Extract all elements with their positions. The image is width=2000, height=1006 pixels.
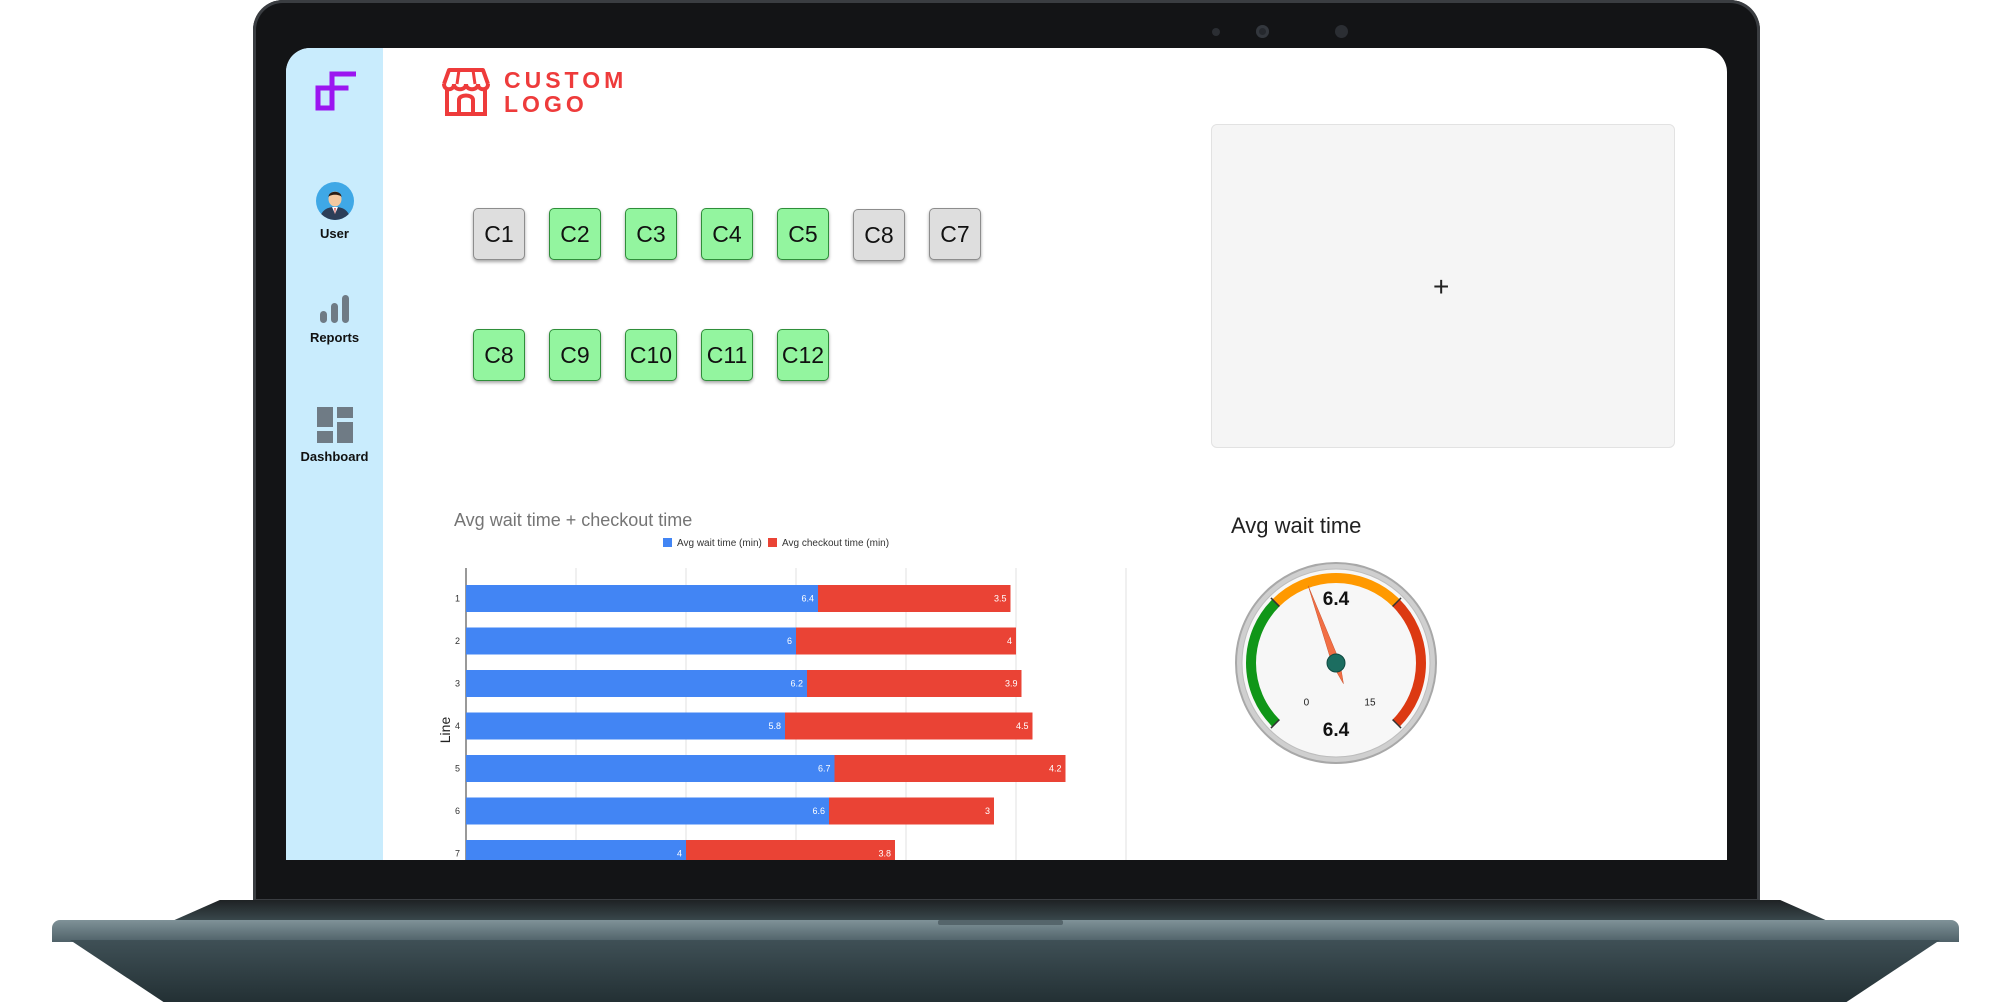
- gauge-max-label: 15: [1364, 697, 1376, 708]
- y-axis-label: Line: [437, 717, 453, 744]
- sensor-icon: [1212, 28, 1220, 36]
- bar-data-label: 6.2: [790, 679, 803, 689]
- wait-time-gauge: 0 15 6.4 6.4: [1235, 562, 1437, 764]
- counter-button[interactable]: C10: [625, 329, 677, 381]
- gauge-min-label: 0: [1304, 697, 1310, 708]
- y-tick-label: 7: [455, 849, 460, 859]
- logo-line-1: CUSTOM: [504, 67, 628, 93]
- counter-button[interactable]: C5: [777, 208, 829, 260]
- bar-data-label: 4.5: [1016, 721, 1029, 731]
- legend-swatch: [663, 538, 672, 547]
- bar-data-label: 4: [1007, 636, 1012, 646]
- bar-segment: [807, 670, 1022, 697]
- counter-button[interactable]: C2: [549, 208, 601, 260]
- logo-text: CUSTOM LOGO: [504, 68, 627, 116]
- add-widget-panel[interactable]: +: [1211, 124, 1675, 448]
- bar-segment: [829, 797, 994, 825]
- legend-swatch: [768, 538, 777, 547]
- bar-data-label: 6.7: [818, 764, 831, 774]
- sidebar-item-label: Reports: [309, 330, 360, 345]
- bar-data-label: 6.4: [801, 594, 814, 604]
- sidebar: User Reports Dashboard: [286, 48, 383, 860]
- gauge-tick: [1270, 597, 1280, 607]
- bar-segment: [796, 627, 1016, 655]
- bar-segment: [785, 712, 1033, 740]
- gauge-band: [1392, 599, 1426, 727]
- gauge-value-label: 6.4: [1323, 589, 1350, 610]
- bar-data-label: 3.9: [1005, 679, 1018, 689]
- legend-label: Avg wait time (min): [677, 538, 762, 549]
- gauge-band: [1246, 599, 1280, 727]
- counter-button[interactable]: C11: [701, 329, 753, 381]
- app-screen: User Reports Dashboard: [286, 48, 1727, 860]
- bar-data-label: 3.5: [994, 594, 1007, 604]
- laptop-opening-notch: [938, 920, 1063, 925]
- bar-data-label: 3: [985, 806, 990, 816]
- bar-data-label: 6.6: [812, 806, 825, 816]
- chart-title: Avg wait time + checkout time: [454, 510, 693, 530]
- gauge-tick: [1392, 719, 1402, 729]
- laptop-hinge-area: [170, 900, 1830, 922]
- gauge-hub: [1326, 653, 1346, 673]
- counter-button[interactable]: C8: [853, 209, 905, 261]
- gauge-tick: [1270, 719, 1280, 729]
- bar-segment: [466, 755, 835, 782]
- gauge-tick: [1392, 597, 1402, 607]
- counter-button[interactable]: C8: [473, 329, 525, 381]
- bar-segment: [466, 627, 796, 655]
- counter-button[interactable]: C1: [473, 208, 525, 260]
- custom-logo: CUSTOM LOGO: [440, 66, 627, 118]
- legend-label: Avg checkout time (min): [782, 538, 889, 549]
- y-tick-label: 6: [455, 806, 460, 816]
- logo-line-2: LOGO: [504, 91, 588, 117]
- bar-segment: [466, 797, 829, 825]
- plus-icon[interactable]: +: [1433, 271, 1450, 302]
- bar-data-label: 3.8: [878, 849, 891, 859]
- user-avatar-icon: [315, 182, 354, 220]
- sensor-icon: [1335, 25, 1348, 38]
- bar-data-label: 5.8: [768, 721, 781, 731]
- dashboard-grid-icon: [316, 407, 353, 443]
- gauge-readout: 6.4: [1323, 720, 1350, 741]
- storefront-icon: [442, 68, 490, 116]
- webcam-icon: [1256, 25, 1269, 38]
- laptop-base: [70, 940, 1940, 1002]
- sidebar-item-label: User: [320, 226, 349, 241]
- brand-logo-icon: [315, 71, 356, 111]
- gauge-band: [1272, 573, 1400, 607]
- counter-button[interactable]: C3: [625, 208, 677, 260]
- counter-button[interactable]: C12: [777, 329, 829, 381]
- bar-data-label: 4.2: [1049, 764, 1062, 774]
- sidebar-item-dashboard[interactable]: Dashboard: [286, 406, 383, 464]
- bar-segment: [818, 585, 1011, 612]
- sidebar-item-reports[interactable]: Reports: [286, 293, 383, 345]
- sidebar-item-label: Dashboard: [300, 449, 369, 464]
- bar-segment: [466, 670, 807, 697]
- stacked-bar-chart: Avg wait time (min) Avg checkout time (mi…: [437, 538, 1127, 860]
- y-tick-label: 3: [455, 679, 460, 689]
- laptop-base-top: [52, 920, 1959, 942]
- counter-button[interactable]: C7: [929, 208, 981, 260]
- bar-segment: [834, 755, 1066, 782]
- y-tick-label: 4: [455, 721, 460, 731]
- counter-button[interactable]: C4: [701, 208, 753, 260]
- bar-chart-icon: [319, 295, 349, 323]
- bar-data-label: 6: [787, 636, 792, 646]
- bar-segment: [466, 712, 785, 740]
- counter-button[interactable]: C9: [549, 329, 601, 381]
- gauge-title: Avg wait time: [1231, 513, 1362, 538]
- y-tick-label: 1: [455, 594, 460, 604]
- sidebar-item-user[interactable]: User: [286, 181, 383, 241]
- y-tick-label: 5: [455, 764, 460, 774]
- bar-segment: [466, 585, 818, 612]
- bar-segment: [466, 840, 686, 860]
- bar-data-label: 4: [677, 849, 682, 859]
- bar-segment: [686, 840, 895, 860]
- y-tick-label: 2: [455, 636, 460, 646]
